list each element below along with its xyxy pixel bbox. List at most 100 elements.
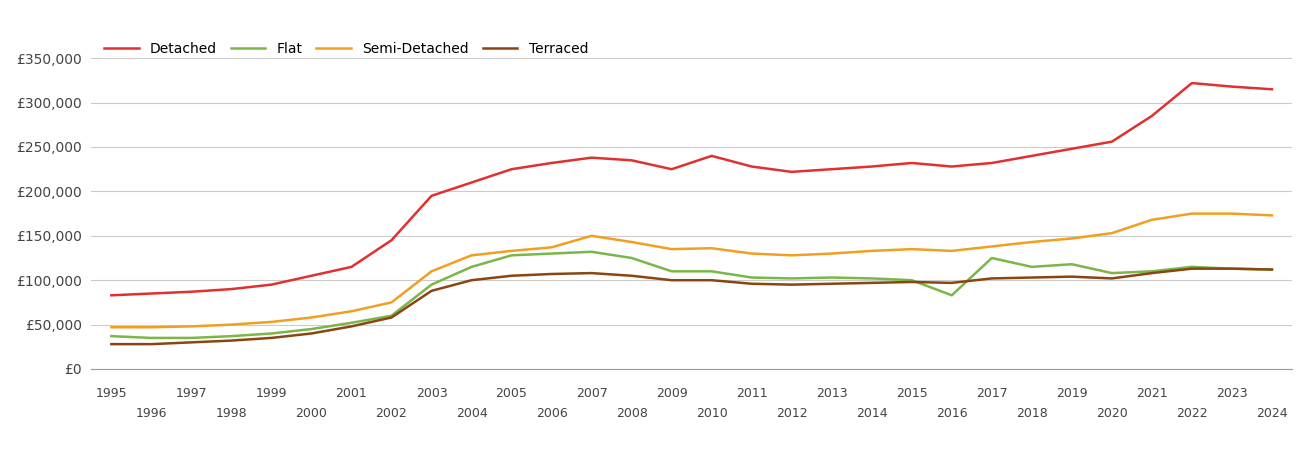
- Terraced: [703, 278, 719, 283]
- Detached: [544, 160, 560, 166]
- Flat: [904, 278, 920, 283]
- Text: 2003: 2003: [416, 387, 448, 400]
- Flat: [703, 269, 719, 274]
- Detached: [744, 164, 760, 169]
- Flat: [583, 249, 599, 255]
- Text: 2000: 2000: [295, 407, 328, 420]
- Terraced: [1024, 275, 1040, 280]
- Flat: [624, 255, 639, 261]
- Detached: [1184, 81, 1199, 86]
- Terraced: [823, 281, 839, 287]
- Text: 2007: 2007: [576, 387, 608, 400]
- Text: 2014: 2014: [856, 407, 887, 420]
- Text: 1999: 1999: [256, 387, 287, 400]
- Terraced: [1144, 270, 1160, 276]
- Flat: [184, 335, 200, 341]
- Semi-Detached: [304, 315, 320, 320]
- Terraced: [384, 315, 399, 320]
- Flat: [103, 333, 119, 339]
- Detached: [583, 155, 599, 160]
- Flat: [664, 269, 680, 274]
- Text: 2013: 2013: [816, 387, 847, 400]
- Detached: [1144, 113, 1160, 119]
- Terraced: [664, 278, 680, 283]
- Detached: [424, 193, 440, 198]
- Terraced: [463, 278, 479, 283]
- Detached: [864, 164, 880, 169]
- Detached: [463, 180, 479, 185]
- Terraced: [1265, 267, 1280, 272]
- Semi-Detached: [664, 247, 680, 252]
- Text: 1996: 1996: [136, 407, 167, 420]
- Terraced: [1224, 266, 1240, 271]
- Flat: [944, 292, 959, 298]
- Legend: Detached, Flat, Semi-Detached, Terraced: Detached, Flat, Semi-Detached, Terraced: [98, 36, 594, 61]
- Flat: [1224, 266, 1240, 271]
- Text: 1998: 1998: [215, 407, 247, 420]
- Detached: [103, 292, 119, 298]
- Semi-Detached: [583, 233, 599, 238]
- Semi-Detached: [1265, 213, 1280, 218]
- Detached: [664, 166, 680, 172]
- Semi-Detached: [624, 239, 639, 245]
- Detached: [384, 238, 399, 243]
- Line: Terraced: Terraced: [111, 269, 1272, 344]
- Detached: [823, 166, 839, 172]
- Detached: [1104, 139, 1120, 144]
- Semi-Detached: [944, 248, 959, 254]
- Detached: [944, 164, 959, 169]
- Line: Detached: Detached: [111, 83, 1272, 295]
- Semi-Detached: [384, 300, 399, 305]
- Semi-Detached: [424, 269, 440, 274]
- Terraced: [1064, 274, 1079, 279]
- Text: 2009: 2009: [656, 387, 688, 400]
- Line: Flat: Flat: [111, 252, 1272, 338]
- Text: 2008: 2008: [616, 407, 647, 420]
- Detached: [144, 291, 159, 296]
- Flat: [784, 276, 800, 281]
- Detached: [304, 273, 320, 279]
- Line: Semi-Detached: Semi-Detached: [111, 214, 1272, 327]
- Text: 2010: 2010: [696, 407, 727, 420]
- Semi-Detached: [103, 324, 119, 330]
- Text: 1995: 1995: [95, 387, 127, 400]
- Terraced: [343, 324, 359, 329]
- Flat: [1064, 261, 1079, 267]
- Semi-Detached: [744, 251, 760, 256]
- Text: 2006: 2006: [536, 407, 568, 420]
- Text: 2011: 2011: [736, 387, 767, 400]
- Terraced: [304, 331, 320, 336]
- Semi-Detached: [463, 252, 479, 258]
- Terraced: [504, 273, 519, 279]
- Semi-Detached: [544, 245, 560, 250]
- Detached: [504, 166, 519, 172]
- Terraced: [784, 282, 800, 288]
- Flat: [1024, 264, 1040, 270]
- Semi-Detached: [1024, 239, 1040, 245]
- Terraced: [744, 281, 760, 287]
- Flat: [424, 282, 440, 288]
- Detached: [784, 169, 800, 175]
- Semi-Detached: [823, 251, 839, 256]
- Text: 2020: 2020: [1096, 407, 1128, 420]
- Flat: [384, 313, 399, 319]
- Terraced: [1184, 266, 1199, 271]
- Flat: [264, 331, 279, 336]
- Flat: [1144, 269, 1160, 274]
- Text: 2021: 2021: [1137, 387, 1168, 400]
- Detached: [1265, 86, 1280, 92]
- Terraced: [984, 276, 1000, 281]
- Semi-Detached: [864, 248, 880, 254]
- Semi-Detached: [1064, 236, 1079, 241]
- Flat: [504, 252, 519, 258]
- Terraced: [103, 342, 119, 347]
- Semi-Detached: [504, 248, 519, 254]
- Text: 2012: 2012: [776, 407, 808, 420]
- Flat: [744, 275, 760, 280]
- Detached: [703, 153, 719, 158]
- Detached: [1024, 153, 1040, 158]
- Semi-Detached: [144, 324, 159, 330]
- Detached: [264, 282, 279, 288]
- Semi-Detached: [223, 322, 239, 327]
- Text: 2015: 2015: [897, 387, 928, 400]
